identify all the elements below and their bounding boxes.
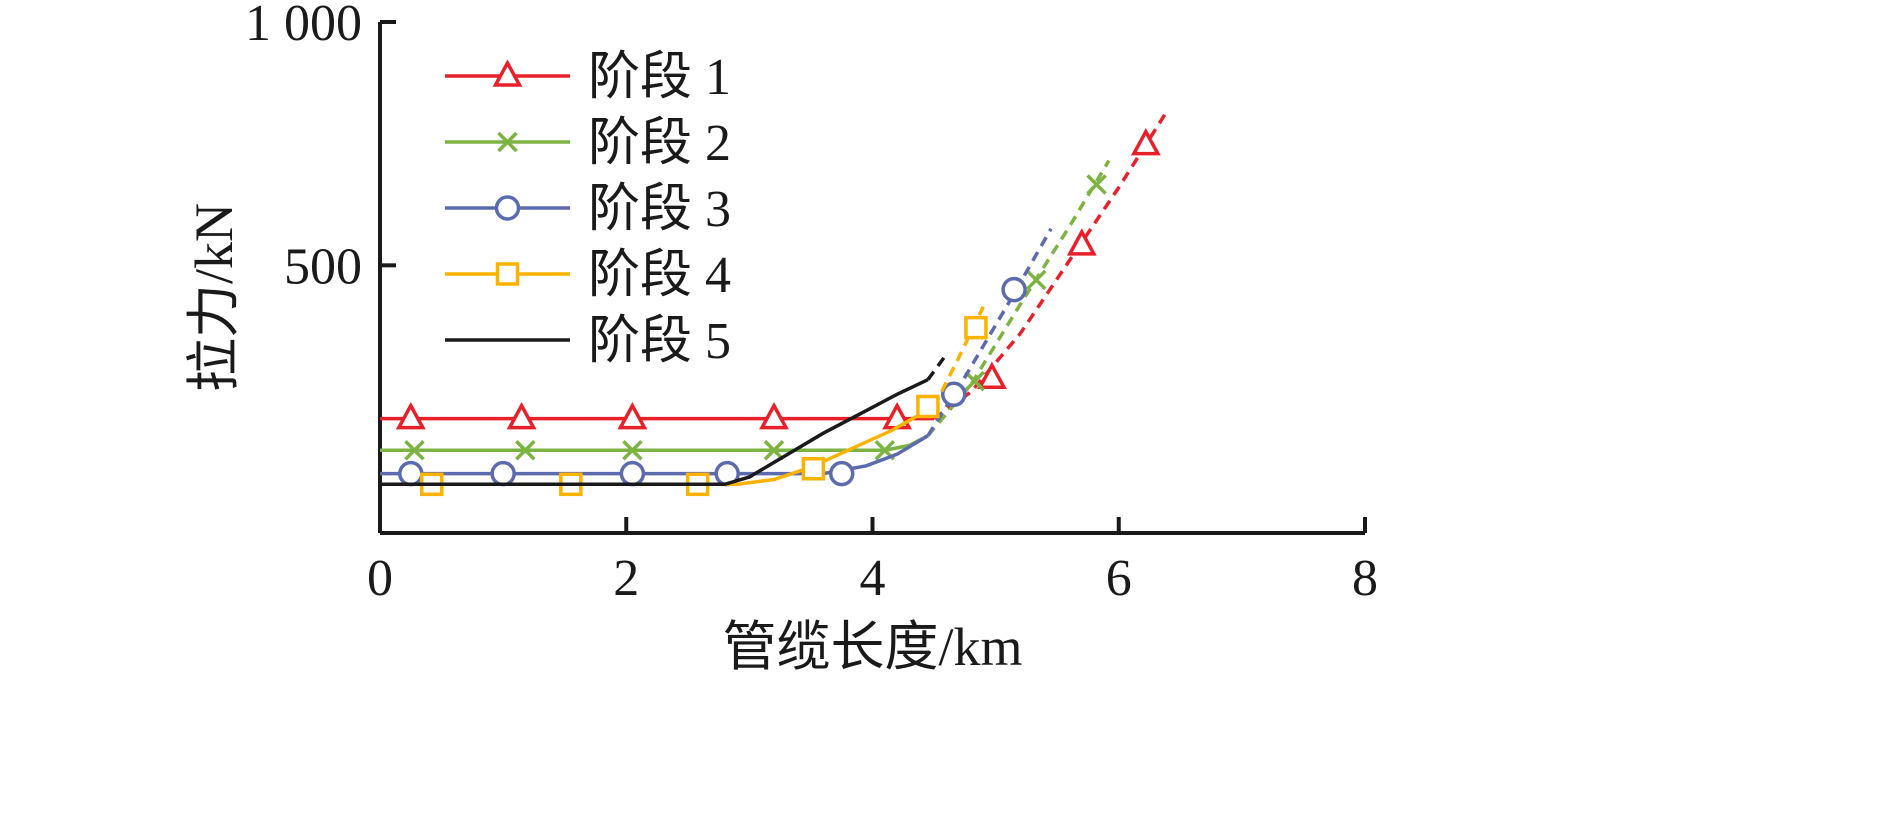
series-3-point bbox=[490, 460, 516, 487]
x-tick-label: 8 bbox=[1352, 550, 1378, 607]
series-3-point bbox=[398, 460, 424, 487]
series-3-point bbox=[828, 460, 855, 487]
series-2-solid-line bbox=[380, 434, 929, 453]
legend-label: 阶段 2 bbox=[588, 115, 731, 172]
legend-marker bbox=[497, 131, 518, 153]
series-2-point bbox=[1086, 174, 1107, 195]
series-2-point bbox=[622, 440, 643, 461]
series-3-point bbox=[941, 381, 967, 408]
series-1-point bbox=[395, 401, 426, 430]
legend: 阶段 1 阶段 2 阶段 3 阶段 4 阶段 5 bbox=[445, 49, 731, 370]
series-2-point bbox=[404, 440, 425, 461]
series-3 bbox=[380, 227, 1053, 487]
legend-label: 阶段 1 bbox=[588, 49, 731, 106]
series-layer bbox=[380, 108, 1170, 497]
series-2-dashed-line bbox=[926, 159, 1111, 437]
legend-item-4: 阶段 4 bbox=[445, 247, 731, 304]
series-5 bbox=[380, 356, 946, 487]
axes bbox=[378, 22, 1365, 535]
x-axis-title: 管缆长度/km bbox=[722, 617, 1022, 677]
legend-marker bbox=[492, 59, 523, 87]
series-1-point bbox=[1066, 228, 1097, 256]
x-tick-label: 6 bbox=[1106, 550, 1132, 607]
series-1-point bbox=[1130, 127, 1161, 156]
ticks: 0 2 4 6 8 500 1 000 bbox=[245, 0, 1378, 607]
series-4-point bbox=[916, 394, 940, 419]
series-2-point bbox=[1026, 269, 1047, 291]
legend-item-3: 阶段 3 bbox=[445, 181, 731, 238]
legend-item-2: 阶段 2 bbox=[445, 115, 731, 172]
series-3-dashed-line bbox=[926, 227, 1053, 437]
legend-item-1: 阶段 1 bbox=[445, 49, 731, 106]
legend-label: 阶段 4 bbox=[588, 247, 731, 304]
legend-item-5: 阶段 5 bbox=[445, 313, 731, 370]
series-2 bbox=[380, 159, 1111, 461]
legend-marker bbox=[495, 262, 520, 286]
series-2-point bbox=[964, 370, 985, 392]
x-tick-label: 4 bbox=[860, 550, 886, 607]
series-3-point bbox=[1001, 276, 1027, 303]
series-2-point bbox=[515, 440, 536, 461]
legend-label: 阶段 5 bbox=[588, 313, 731, 370]
series-5-solid-line bbox=[380, 378, 929, 487]
legend-label: 阶段 3 bbox=[588, 181, 731, 238]
y-tick-label: 1 000 bbox=[245, 0, 362, 52]
series-1-point bbox=[976, 361, 1007, 389]
series-1-point bbox=[617, 401, 648, 430]
series-1-point bbox=[759, 401, 789, 430]
y-tick-label: 500 bbox=[284, 238, 362, 295]
series-1-point bbox=[506, 401, 537, 430]
series-3-solid-line bbox=[380, 434, 929, 476]
x-tick-label: 0 bbox=[367, 550, 393, 607]
series-4-point bbox=[964, 315, 988, 340]
series-4-point bbox=[801, 457, 826, 481]
y-axis-title: 拉力/kN bbox=[184, 203, 244, 392]
series-2-point bbox=[763, 440, 785, 461]
x-tick-label: 2 bbox=[613, 550, 639, 607]
series-3-point bbox=[619, 460, 646, 487]
legend-marker bbox=[494, 195, 521, 221]
series-5-dashed-line bbox=[926, 356, 946, 381]
